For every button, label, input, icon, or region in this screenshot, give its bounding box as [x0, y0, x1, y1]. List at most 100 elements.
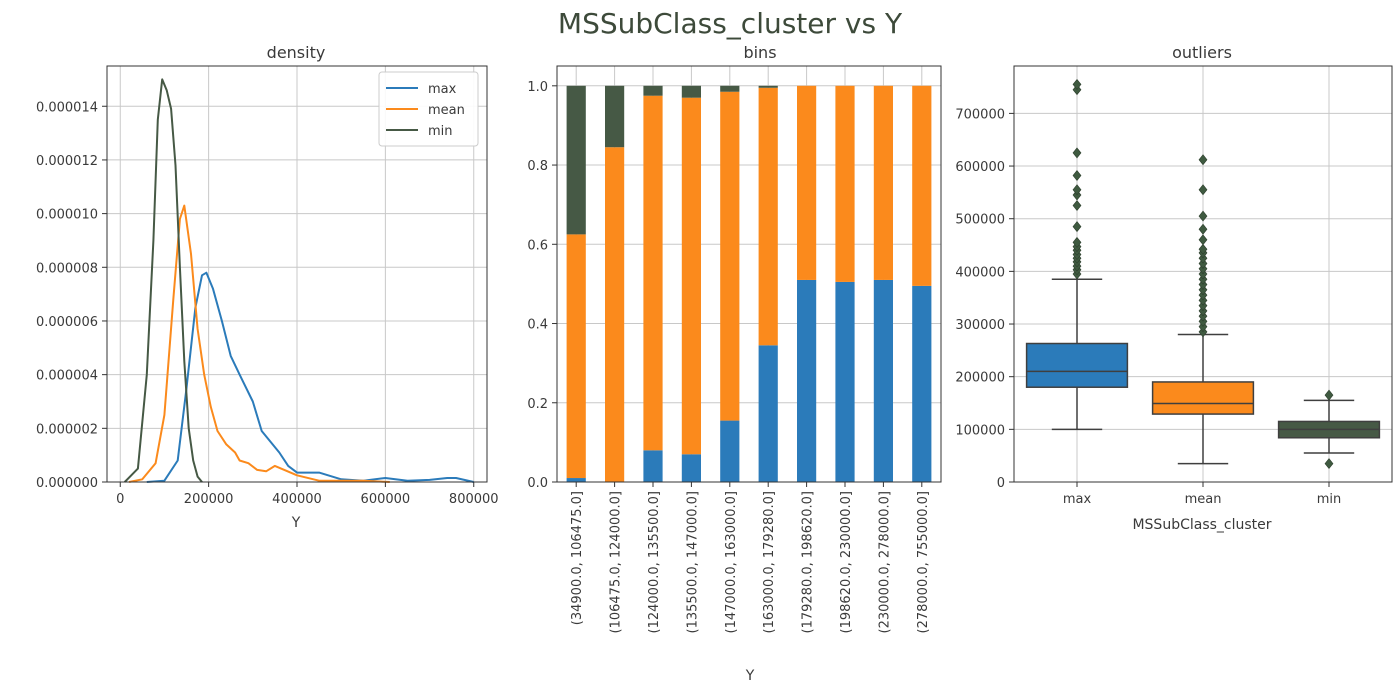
density-xtick-label: 800000: [449, 492, 499, 507]
bins-bar-min: [758, 85, 778, 88]
bins-xtick-label: (230000.0, 278000.0]: [877, 491, 892, 633]
density-panel: density 0 200000 400000 600000 800000 0.00000…: [36, 43, 499, 531]
bins-bar-mean: [643, 95, 663, 451]
bins-ytick-label: 0.6: [527, 238, 548, 253]
outliers-ytick-label: 500000: [955, 213, 1005, 228]
bins-bar-mean: [720, 91, 740, 421]
bins-ytick-label: 1.0: [527, 80, 548, 95]
density-line-max: [146, 271, 474, 483]
bins-bar-mean: [835, 85, 855, 282]
bins-bars: [566, 85, 932, 482]
bins-xtick-label: (34900.0, 106475.0]: [570, 491, 585, 625]
bins-bar-mean: [681, 97, 701, 455]
bins-bar-mean: [873, 85, 893, 280]
bins-bar-max: [643, 450, 663, 482]
outliers-point-max: [1072, 147, 1082, 159]
density-ytick-label: 0.000000: [36, 476, 98, 491]
bins-xtick-label: (135500.0, 147000.0]: [685, 491, 700, 633]
density-ytick-label: 0.000006: [36, 315, 98, 330]
outliers-box-max: [1025, 342, 1129, 388]
bins-bar-max: [566, 478, 586, 482]
density-ytick-label: 0.000014: [36, 100, 98, 115]
bins-xtick-label: (179280.0, 198620.0]: [801, 491, 816, 633]
bins-bar-max: [835, 281, 855, 482]
bins-xtick-label: (124000.0, 135500.0]: [647, 491, 662, 633]
bins-bar-max: [758, 345, 778, 482]
bins-bar-max: [873, 279, 893, 482]
density-xtick-label: 600000: [361, 492, 411, 507]
outliers-frame: [1013, 65, 1393, 483]
density-xtick-label: 400000: [272, 492, 322, 507]
bins-bar-min: [566, 85, 586, 235]
bins-ytick-label: 0.2: [527, 397, 548, 412]
bins-title: bins: [743, 43, 776, 62]
bins-frame: [556, 65, 942, 483]
outliers-ytick-label: 300000: [955, 318, 1005, 333]
bins-xtick-label: (106475.0, 124000.0]: [609, 491, 624, 633]
outliers-boxes: [1025, 78, 1381, 470]
outliers-point-max: [1072, 184, 1082, 196]
outliers-xlabel: MSSubClass_cluster: [1132, 517, 1271, 533]
bins-bar-min: [720, 85, 740, 92]
bins-bar-max: [797, 279, 817, 482]
outliers-xtick-label: mean: [1185, 492, 1222, 507]
bins-ytick-label: 0.4: [527, 318, 548, 333]
bins-bar-max: [912, 285, 932, 482]
outliers-point-max: [1072, 170, 1082, 182]
figure-suptitle: MSSubClass_cluster vs Y: [558, 7, 903, 40]
density-xtick-label: 0: [116, 492, 124, 507]
bins-bar-min: [681, 85, 701, 98]
density-frame: [106, 65, 488, 483]
density-legend-label-min: min: [428, 124, 453, 139]
density-legend: max mean min: [378, 71, 479, 147]
outliers-ytick-label: 400000: [955, 265, 1005, 280]
bins-panel: bins (34900.0, 106475.0] (106475.0, 12400…: [527, 43, 942, 684]
bins-ytick-label: 0.0: [527, 476, 548, 491]
density-xlabel: Y: [291, 515, 301, 531]
bins-bar-mean: [758, 87, 778, 346]
outliers-ytick-label: 100000: [955, 423, 1005, 438]
density-title: density: [267, 43, 326, 62]
outliers-point-max: [1072, 200, 1082, 212]
outliers-point-max: [1072, 236, 1082, 248]
density-legend-label-max: max: [428, 82, 457, 97]
density-legend-label-mean: mean: [428, 103, 465, 118]
density-ytick-label: 0.000010: [36, 208, 98, 223]
bins-xtick-label: (147000.0, 163000.0]: [724, 491, 739, 633]
outliers-title: outliers: [1172, 43, 1232, 62]
outliers-point-max: [1072, 78, 1082, 90]
bins-bar-mean: [605, 147, 625, 482]
outliers-box-mean: [1151, 381, 1255, 415]
outliers-point-mean: [1198, 243, 1208, 255]
outliers-point-mean: [1198, 184, 1208, 196]
outliers-point-max: [1072, 221, 1082, 233]
bins-ticks: (34900.0, 106475.0] (106475.0, 124000.0] (…: [527, 80, 930, 634]
outliers-ytick-label: 600000: [955, 160, 1005, 175]
bins-bar-mean: [797, 85, 817, 280]
density-line-min: [123, 78, 203, 483]
outliers-ticks: max mean min 0 100000 200000 300000 400000 50000…: [955, 107, 1341, 507]
density-lines: [123, 78, 474, 483]
outliers-point-mean: [1198, 223, 1208, 235]
density-line-mean: [128, 204, 390, 483]
outliers-xtick-label: min: [1317, 492, 1342, 507]
outliers-point-mean: [1198, 234, 1208, 246]
bins-bar-max: [720, 420, 740, 482]
density-xtick-label: 200000: [184, 492, 234, 507]
bins-ytick-label: 0.8: [527, 159, 548, 174]
bins-xtick-label: (278000.0, 755000.0]: [916, 491, 931, 633]
outliers-point-mean: [1198, 210, 1208, 222]
outliers-ytick-label: 0: [997, 476, 1005, 491]
bins-bar-min: [643, 85, 663, 96]
bins-xtick-label: (198620.0, 230000.0]: [839, 491, 854, 633]
density-ticks: 0 200000 400000 600000 800000 0.000000 0.00000…: [36, 100, 499, 507]
bins-xtick-label: (163000.0, 179280.0]: [762, 491, 777, 633]
bins-bar-max: [681, 454, 701, 482]
outliers-ytick-label: 700000: [955, 107, 1005, 122]
density-ytick-label: 0.000008: [36, 261, 98, 276]
outliers-ytick-label: 200000: [955, 371, 1005, 386]
outliers-point-min: [1324, 458, 1334, 470]
bins-bar-min: [605, 85, 625, 148]
density-ytick-label: 0.000004: [36, 369, 98, 384]
bins-bar-mean: [912, 85, 932, 286]
